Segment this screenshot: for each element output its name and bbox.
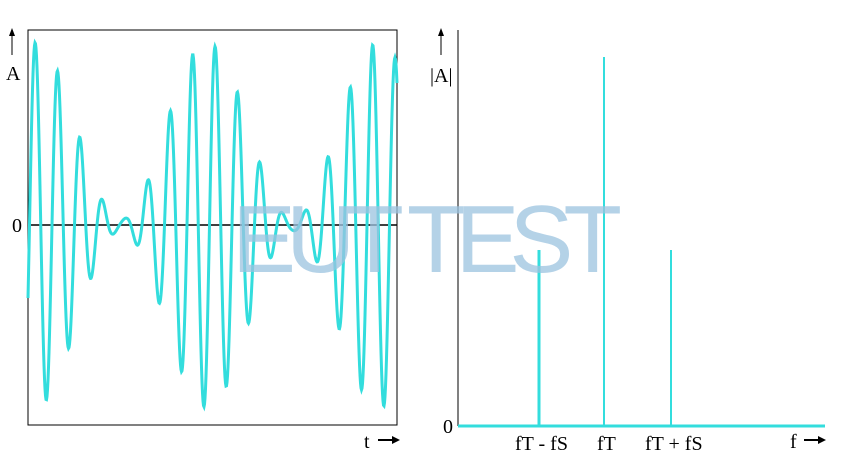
tick-label: fT - fS <box>515 433 568 455</box>
arrow-head <box>438 28 444 36</box>
tick-label: fT <box>597 433 616 455</box>
x-axis-label: t <box>364 431 370 453</box>
am-waveform <box>26 38 399 412</box>
zero-label: 0 <box>443 416 453 438</box>
y-axis-label: A <box>6 63 21 85</box>
arrow-head <box>818 436 826 444</box>
arrow-head <box>9 28 15 36</box>
zero-label: 0 <box>12 215 22 237</box>
y-axis-label: |A| <box>430 65 452 87</box>
watermark: EUT TEST <box>232 186 622 293</box>
tick-label: fT + fS <box>645 433 703 455</box>
x-axis-label: f <box>790 431 797 453</box>
arrow-head <box>392 436 400 444</box>
